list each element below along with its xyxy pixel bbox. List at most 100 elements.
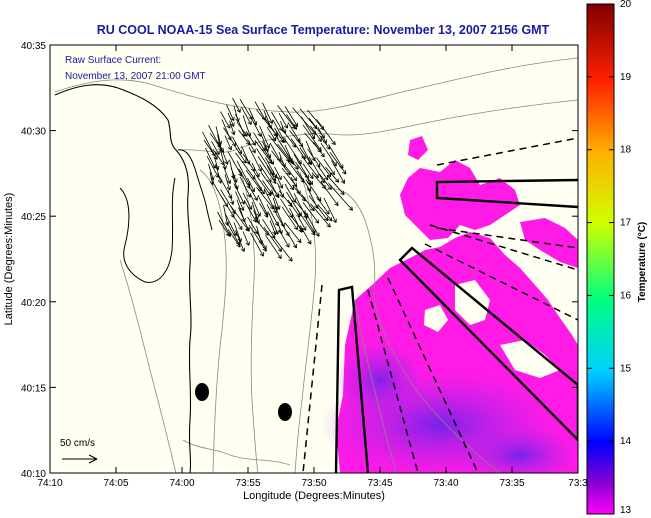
coverage-boxes — [334, 178, 578, 473]
colorbar-label: Temperature (°C) — [637, 222, 648, 303]
sst-patch-east — [520, 218, 578, 268]
current-vector-arrow — [308, 195, 329, 222]
x-tick-label: 73:40 — [433, 478, 458, 489]
current-vector-arrow — [224, 135, 233, 151]
current-vector-arrow — [298, 217, 307, 231]
current-vector-arrow — [280, 159, 298, 182]
current-vector-arrow — [286, 152, 299, 170]
current-vector-arrow — [328, 182, 353, 211]
current-vector-arrow — [316, 118, 336, 146]
colorbar-tick-label: 20 — [620, 0, 632, 10]
legend-line-1: Raw Surface Current: — [65, 55, 161, 66]
current-vector-arrow — [302, 202, 320, 224]
current-vector-arrow — [323, 158, 335, 176]
current-vector-arrow — [223, 166, 232, 185]
current-vector-arrow — [266, 165, 276, 181]
current-vector-arrow — [287, 199, 301, 218]
current-vector-arrow — [220, 111, 231, 129]
colorbar-tick-label: 16 — [620, 290, 632, 301]
buoy-marker — [278, 403, 292, 421]
colorbar-tick-label: 18 — [620, 145, 632, 156]
current-vector-arrow — [317, 204, 333, 222]
current-vector-arrow — [284, 222, 302, 244]
x-tick-label: 74:00 — [169, 478, 194, 489]
current-vector-arrow — [232, 214, 243, 230]
current-vector-arrow — [272, 236, 293, 262]
current-vector-arrow — [224, 174, 231, 191]
current-vector-arrow — [247, 139, 256, 154]
current-vector-arrow — [278, 229, 290, 248]
current-vector-arrow — [316, 157, 332, 178]
x-tick-label: 73:50 — [301, 478, 326, 489]
current-vector-arrow — [235, 191, 245, 211]
legend-line-2: November 13, 2007 21:00 GMT — [65, 71, 206, 82]
current-vector-arrow — [232, 97, 241, 113]
current-vector-arrow — [331, 160, 345, 184]
current-vector-arrow — [266, 126, 277, 142]
current-vector-arrow — [316, 196, 330, 215]
current-vector-arrow — [250, 193, 261, 217]
y-tick-label: 40:15 — [21, 383, 46, 394]
cloud-gap-2 — [424, 305, 448, 332]
colorbar-gradient — [586, 3, 615, 515]
bathymetry-contours — [54, 57, 578, 473]
colorbar-tick-label: 17 — [620, 218, 632, 229]
current-vector-arrow — [286, 230, 297, 249]
current-vector-arrow — [310, 125, 322, 142]
current-vector-arrow — [275, 174, 284, 189]
current-vector-arrow — [326, 174, 345, 196]
x-tick-label: 73:3 — [568, 478, 588, 489]
current-vector-arrow — [310, 203, 331, 228]
colorbar-tick-label: 15 — [620, 363, 632, 374]
current-vector-arrow — [299, 225, 312, 245]
current-vector-arrow — [278, 113, 288, 129]
coverage-box-diagonal — [398, 246, 578, 442]
y-tick-label: 40:25 — [21, 212, 46, 223]
current-vector-arrow — [248, 185, 258, 201]
current-vector-arrow — [242, 231, 250, 246]
current-vector-arrow — [313, 141, 325, 158]
sst-patch-small — [408, 136, 428, 160]
current-vector-arrow — [263, 149, 274, 165]
cloud-gap-3 — [500, 340, 560, 378]
current-vector-arrow — [229, 120, 236, 136]
colorbar-tick-label: 19 — [620, 72, 632, 83]
current-vector-arrow — [218, 142, 229, 165]
coastline — [54, 84, 192, 473]
current-vector-arrow — [304, 210, 320, 237]
current-vector-arrow — [242, 192, 253, 210]
colorbar-tick-label: 13 — [620, 505, 632, 516]
y-tick-label: 40:30 — [21, 127, 46, 138]
bay-shoreline — [119, 177, 176, 283]
current-vector-arrow — [286, 114, 298, 130]
colorbar-ticks: 20 19 18 17 16 15 14 13 — [587, 0, 632, 516]
current-vector-arrow — [235, 230, 245, 252]
current-vector-arrow — [254, 178, 265, 195]
current-vector-arrow — [323, 197, 337, 224]
current-vector-arrow — [265, 118, 278, 136]
coverage-box-north — [435, 178, 578, 209]
y-tick-label: 40:10 — [21, 469, 46, 480]
current-vector-arrow — [245, 130, 256, 146]
current-vector-arrow — [274, 127, 285, 143]
current-vector-arrow — [262, 102, 273, 124]
current-vector-arrow — [259, 202, 269, 218]
current-vector-arrow — [238, 207, 250, 232]
current-vector-arrow — [227, 228, 241, 248]
scale-label: 50 cm/s — [60, 438, 95, 449]
sst-cool-region-3 — [460, 425, 578, 473]
current-vector-arrow — [263, 226, 282, 252]
current-vector-arrow — [259, 125, 270, 149]
current-vector-arrow — [211, 141, 220, 156]
map-area: Raw Surface Current: November 13, 2007 2… — [49, 44, 579, 474]
current-vector-arrow — [305, 218, 316, 234]
x-tick-label: 73:45 — [367, 478, 392, 489]
current-vector-arrow — [269, 181, 280, 199]
sandy-hook — [177, 149, 213, 231]
current-vector-arrow — [265, 234, 282, 260]
current-vector-arrow — [257, 233, 267, 250]
coverage-box-south — [334, 285, 370, 473]
y-tick-label: 40:20 — [21, 298, 46, 309]
current-vector-arrow — [218, 219, 230, 237]
surface-current-vectors — [202, 97, 353, 262]
